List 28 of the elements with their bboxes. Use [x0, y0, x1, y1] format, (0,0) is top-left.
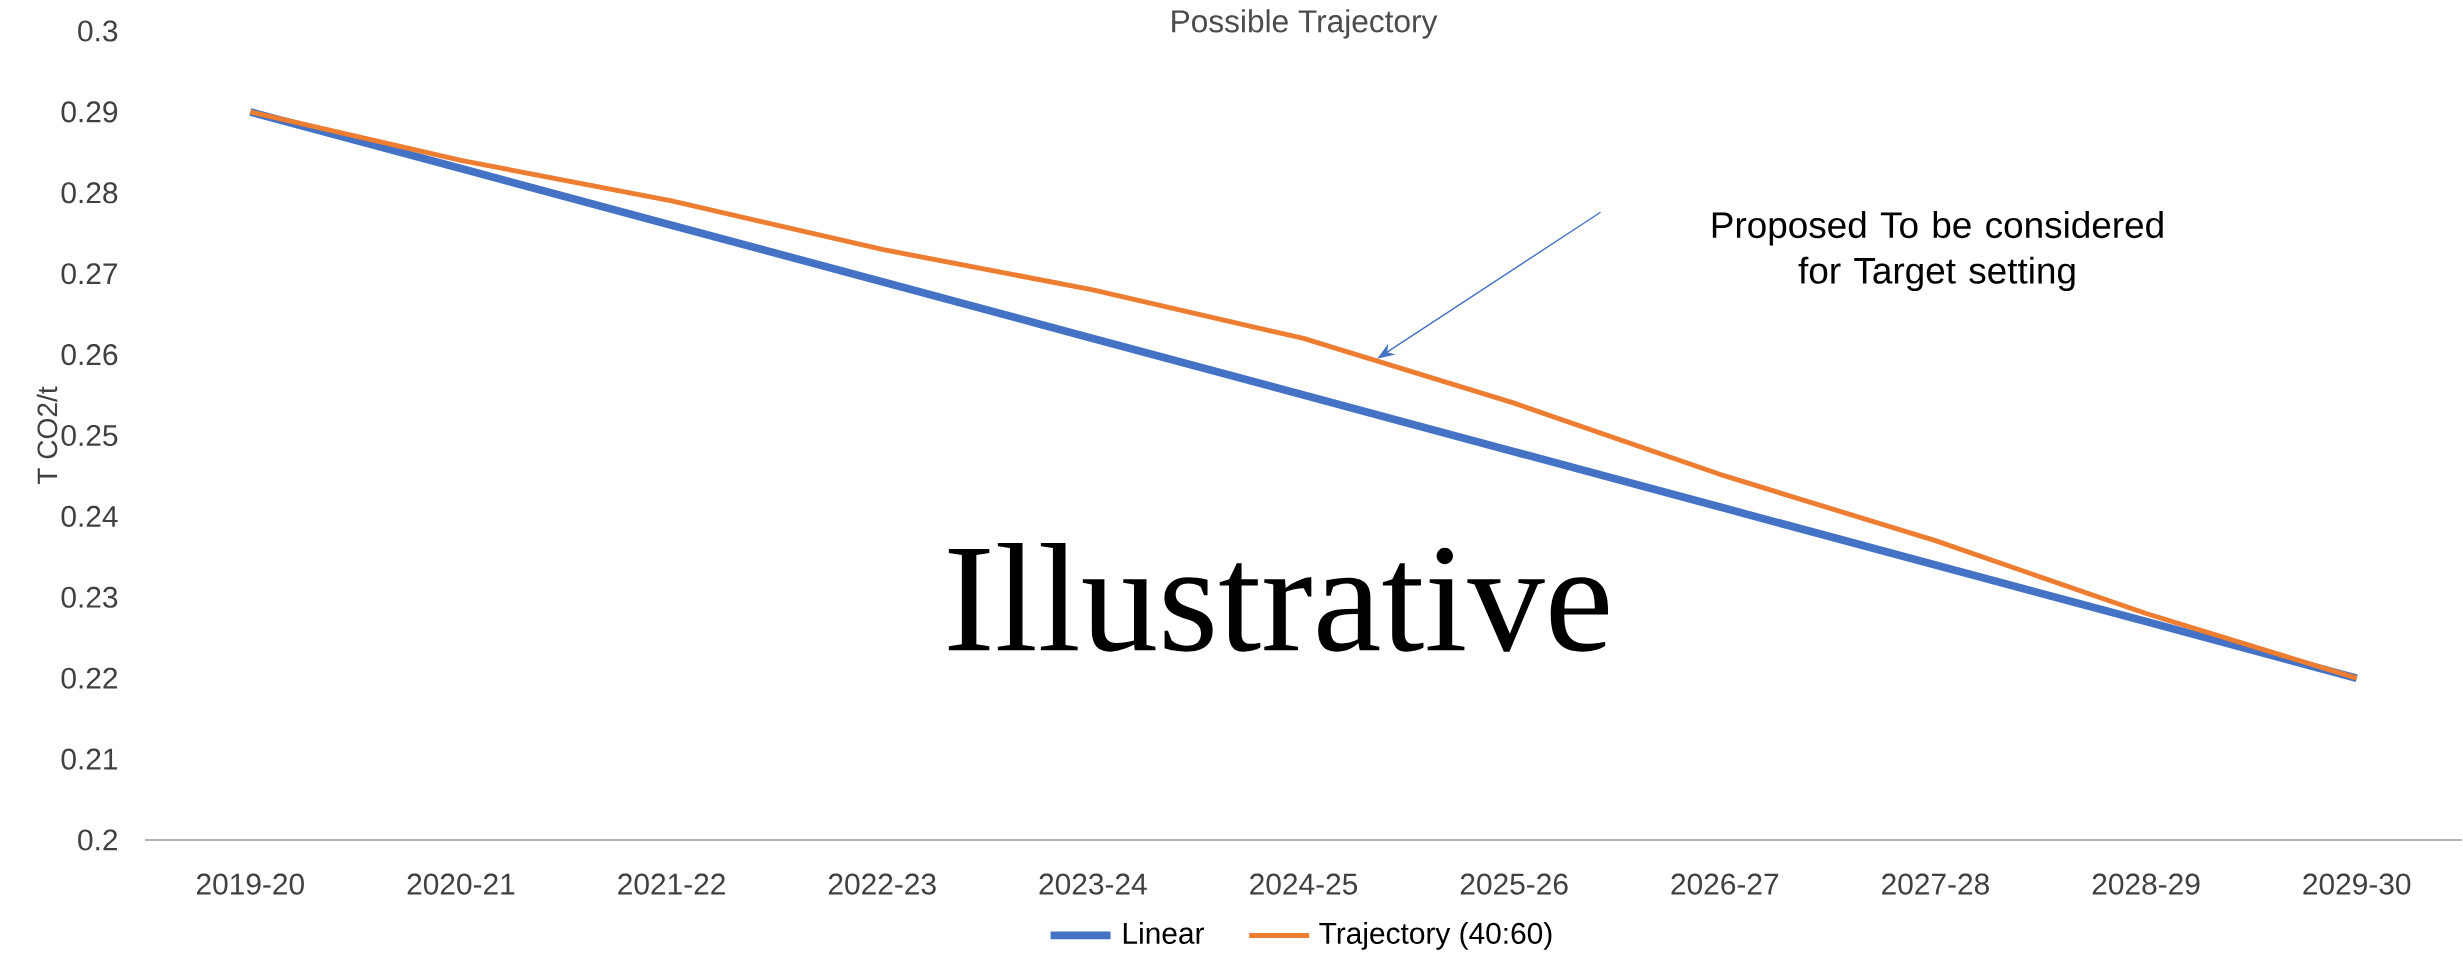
y-tick-label: 0.3 — [78, 20, 118, 42]
y-tick-label: 0.22 — [61, 667, 118, 689]
y-tick-label: 0.21 — [61, 748, 118, 770]
chart-title: Possible Trajectory — [1172, 9, 1438, 39]
y-tick-label: 0.2 — [78, 829, 118, 851]
y-tick-label: 0.25 — [61, 424, 118, 447]
annotation: Proposed To be considered for Target setting — [1712, 211, 2163, 292]
annotation: Illustrative — [948, 542, 1608, 652]
x-tick-label: 2019-20 — [197, 873, 304, 895]
x-tick-label: 2027-28 — [1882, 873, 1989, 895]
x-tick-label: 2028-29 — [2092, 873, 2200, 895]
legend-label: Linear — [1123, 922, 1204, 944]
y-axis-title: T CO2/t — [36, 386, 58, 485]
y-tick-label: 0.27 — [61, 263, 118, 285]
y-tick-label: 0.23 — [61, 586, 118, 608]
legend-label: Trajectory (40:60) — [1319, 922, 1552, 950]
x-tick-label: 2021-22 — [618, 873, 725, 895]
y-tick-label: 0.24 — [61, 505, 118, 527]
x-tick-label: 2023-24 — [1039, 873, 1147, 895]
x-tick-label: 2025-26 — [1460, 873, 1568, 895]
x-tick-label: 2029-30 — [2303, 873, 2411, 895]
y-tick-label: 0.29 — [61, 101, 118, 123]
x-tick-label: 2026-27 — [1671, 873, 1779, 895]
y-tick-label: 0.26 — [61, 344, 118, 366]
x-tick-label: 2024-25 — [1250, 873, 1358, 895]
x-tick-label: 2020-21 — [407, 873, 515, 895]
x-tick-label: 2022-23 — [828, 873, 936, 895]
y-tick-label: 0.28 — [61, 182, 118, 204]
